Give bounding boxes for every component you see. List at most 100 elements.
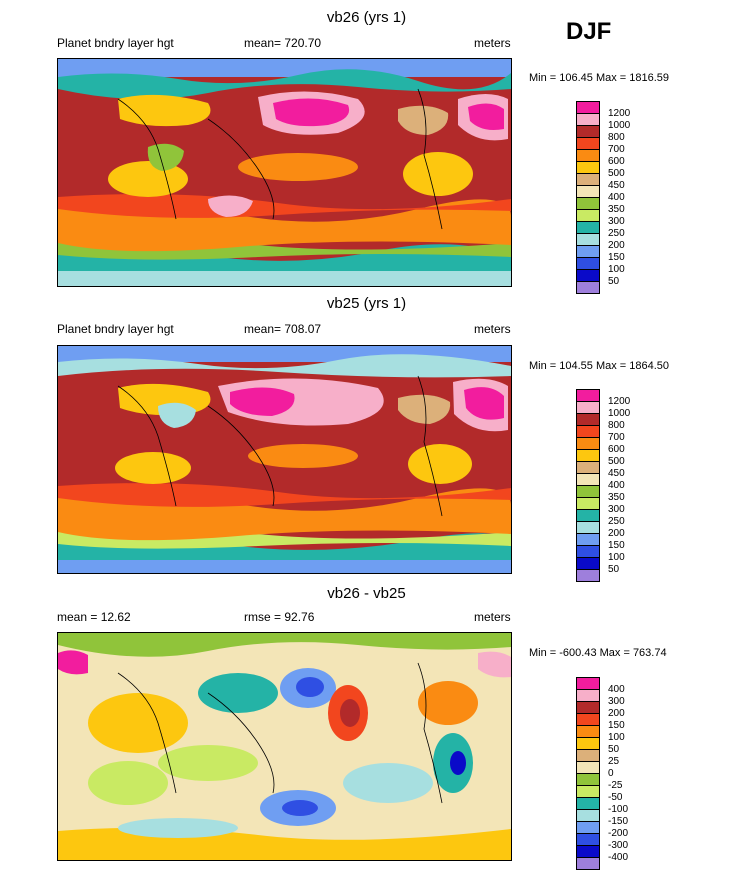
colorbar-swatch bbox=[577, 858, 599, 869]
colorbar-level-label: -100 bbox=[608, 804, 629, 815]
colorbar-level-label: 1000 bbox=[608, 120, 631, 131]
colorbar-swatch bbox=[577, 282, 599, 293]
colorbar-level-label: 600 bbox=[608, 444, 625, 455]
panel2-colorbar bbox=[576, 389, 600, 582]
colorbar-swatch bbox=[577, 138, 599, 150]
colorbar-swatch bbox=[577, 690, 599, 702]
colorbar-swatch bbox=[577, 438, 599, 450]
colorbar-level-label: 150 bbox=[608, 540, 625, 551]
colorbar-level-label: 200 bbox=[608, 528, 625, 539]
colorbar-swatch bbox=[577, 258, 599, 270]
colorbar-swatch bbox=[577, 126, 599, 138]
colorbar-swatch bbox=[577, 558, 599, 570]
colorbar-swatch bbox=[577, 810, 599, 822]
colorbar-level-label: 300 bbox=[608, 504, 625, 515]
colorbar-swatch bbox=[577, 570, 599, 581]
colorbar-swatch bbox=[577, 738, 599, 750]
panel2-minmax: Min = 104.55 Max = 1864.50 bbox=[529, 360, 670, 372]
panel1-mean-label: mean= 720.70 bbox=[244, 36, 322, 50]
colorbar-swatch bbox=[577, 234, 599, 246]
colorbar-level-label: 700 bbox=[608, 432, 625, 443]
colorbar-level-label: 200 bbox=[608, 240, 625, 251]
colorbar-swatch bbox=[577, 270, 599, 282]
panel1-title: vb26 (yrs 1) bbox=[326, 9, 407, 26]
colorbar-swatch bbox=[577, 486, 599, 498]
panel2-mean-label: mean= 708.07 bbox=[244, 322, 322, 336]
colorbar-level-label: 300 bbox=[608, 216, 625, 227]
panel2-map bbox=[57, 345, 512, 574]
colorbar-swatch bbox=[577, 402, 599, 414]
colorbar-swatch bbox=[577, 414, 599, 426]
panel2-units-label: meters bbox=[474, 322, 511, 336]
colorbar-swatch bbox=[577, 450, 599, 462]
colorbar-swatch bbox=[577, 702, 599, 714]
colorbar-swatch bbox=[577, 774, 599, 786]
colorbar-swatch bbox=[577, 174, 599, 186]
panel1-colorbar bbox=[576, 101, 600, 294]
colorbar-level-label: 1200 bbox=[608, 108, 631, 119]
colorbar-swatch bbox=[577, 726, 599, 738]
colorbar-level-label: 200 bbox=[608, 708, 625, 719]
panel3-units-label: meters bbox=[474, 610, 511, 624]
colorbar-level-label: 700 bbox=[608, 144, 625, 155]
colorbar-swatch bbox=[577, 522, 599, 534]
colorbar-level-label: 450 bbox=[608, 468, 625, 479]
panel3-rmse-label: rmse = 92.76 bbox=[244, 610, 315, 624]
colorbar-swatch bbox=[577, 750, 599, 762]
colorbar-swatch bbox=[577, 678, 599, 690]
colorbar-level-label: 1000 bbox=[608, 408, 631, 419]
colorbar-swatch bbox=[577, 798, 599, 810]
colorbar-level-label: 500 bbox=[608, 456, 625, 467]
colorbar-level-label: 100 bbox=[608, 732, 625, 743]
panel3-map-field bbox=[58, 633, 511, 860]
colorbar-level-label: -300 bbox=[608, 840, 629, 851]
colorbar-level-label: 250 bbox=[608, 228, 625, 239]
colorbar-level-label: 250 bbox=[608, 516, 625, 527]
panel1-map bbox=[57, 58, 512, 287]
colorbar-swatch bbox=[577, 186, 599, 198]
panel1-variable-label: Planet bndry layer hgt bbox=[57, 36, 174, 50]
colorbar-level-label: 50 bbox=[608, 744, 620, 755]
colorbar-swatch bbox=[577, 546, 599, 558]
colorbar-level-label: -400 bbox=[608, 852, 629, 863]
panel2-title: vb25 (yrs 1) bbox=[326, 295, 407, 312]
colorbar-swatch bbox=[577, 510, 599, 522]
colorbar-swatch bbox=[577, 786, 599, 798]
colorbar-level-label: -25 bbox=[608, 780, 623, 791]
colorbar-swatch bbox=[577, 102, 599, 114]
colorbar-swatch bbox=[577, 222, 599, 234]
panel3-colorbar bbox=[576, 677, 600, 870]
season-label: DJF bbox=[566, 18, 612, 45]
colorbar-swatch bbox=[577, 762, 599, 774]
colorbar-level-label: 500 bbox=[608, 168, 625, 179]
colorbar-level-label: 0 bbox=[608, 768, 614, 779]
colorbar-level-label: -200 bbox=[608, 828, 629, 839]
colorbar-level-label: 25 bbox=[608, 756, 620, 767]
colorbar-swatch bbox=[577, 534, 599, 546]
panel2-variable-label: Planet bndry layer hgt bbox=[57, 322, 174, 336]
colorbar-level-label: 100 bbox=[608, 552, 625, 563]
panel3-mean-label: mean = 12.62 bbox=[57, 610, 131, 624]
colorbar-swatch bbox=[577, 834, 599, 846]
panel1-units-label: meters bbox=[474, 36, 511, 50]
colorbar-swatch bbox=[577, 150, 599, 162]
colorbar-level-label: -150 bbox=[608, 816, 629, 827]
colorbar-level-label: 800 bbox=[608, 420, 625, 431]
colorbar-level-label: 100 bbox=[608, 264, 625, 275]
colorbar-swatch bbox=[577, 714, 599, 726]
colorbar-level-label: 300 bbox=[608, 696, 625, 707]
colorbar-swatch bbox=[577, 210, 599, 222]
colorbar-level-label: 800 bbox=[608, 132, 625, 143]
colorbar-swatch bbox=[577, 114, 599, 126]
colorbar-level-label: 1200 bbox=[608, 396, 631, 407]
colorbar-swatch bbox=[577, 822, 599, 834]
panel3-map bbox=[57, 632, 512, 861]
colorbar-swatch bbox=[577, 474, 599, 486]
colorbar-level-label: 350 bbox=[608, 204, 625, 215]
colorbar-swatch bbox=[577, 246, 599, 258]
panel3-title: vb26 - vb25 bbox=[327, 585, 406, 602]
colorbar-level-label: 600 bbox=[608, 156, 625, 167]
colorbar-level-label: 150 bbox=[608, 252, 625, 263]
colorbar-swatch bbox=[577, 498, 599, 510]
colorbar-level-label: 400 bbox=[608, 684, 625, 695]
